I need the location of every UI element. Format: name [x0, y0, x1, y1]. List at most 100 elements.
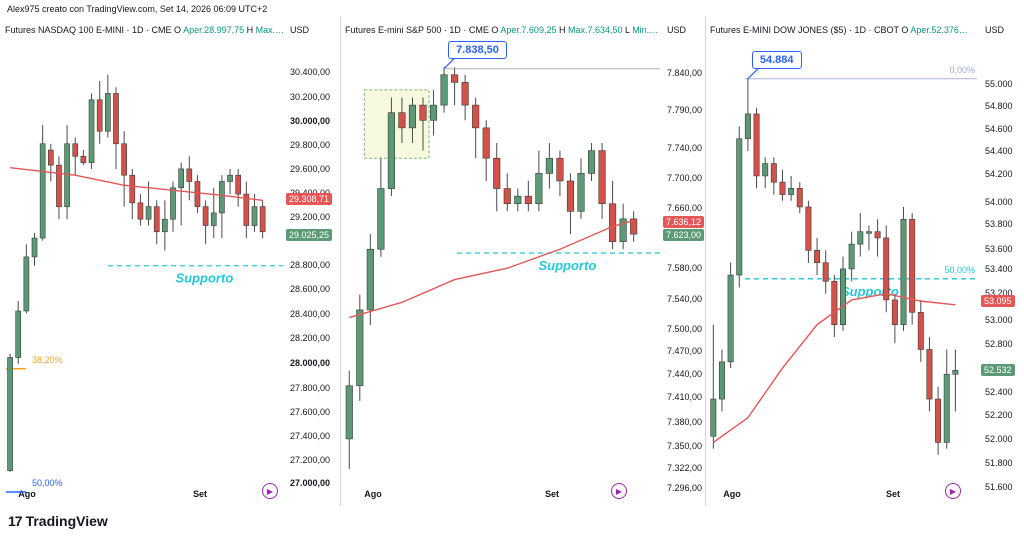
- candle[interactable]: [472, 97, 480, 159]
- candle[interactable]: [377, 158, 385, 257]
- candle[interactable]: [848, 231, 855, 282]
- candle[interactable]: [493, 143, 501, 212]
- candle[interactable]: [598, 143, 606, 219]
- candle[interactable]: [259, 200, 266, 239]
- candle[interactable]: [874, 219, 881, 257]
- candle[interactable]: [727, 262, 734, 369]
- chart-panel-3[interactable]: Futures E-MINI DOW JONES ($5) · 1D · CBO…: [705, 16, 1024, 506]
- candle[interactable]: [398, 97, 406, 144]
- candle[interactable]: [718, 349, 725, 412]
- candle[interactable]: [900, 206, 907, 331]
- candle[interactable]: [451, 67, 459, 106]
- candle[interactable]: [943, 349, 950, 449]
- candle[interactable]: [408, 97, 417, 144]
- candle[interactable]: [577, 158, 585, 219]
- candle[interactable]: [429, 89, 438, 136]
- candle[interactable]: [356, 294, 364, 401]
- candle[interactable]: [194, 175, 201, 213]
- candle[interactable]: [736, 126, 743, 288]
- candle[interactable]: [587, 143, 596, 181]
- candle[interactable]: [419, 97, 427, 151]
- candle[interactable]: [503, 173, 511, 212]
- candle[interactable]: [609, 180, 617, 250]
- candle[interactable]: [744, 78, 751, 152]
- candlestick-chart[interactable]: 55.000 54.800 54.600 54.400 54.200 54.000 53.8…: [705, 16, 1024, 506]
- candle[interactable]: [47, 143, 54, 182]
- candle[interactable]: [121, 131, 127, 207]
- candle[interactable]: [235, 168, 242, 207]
- price-callout[interactable]: 7.838,50: [448, 40, 507, 59]
- candle[interactable]: [129, 168, 136, 220]
- candle[interactable]: [883, 225, 890, 313]
- candle[interactable]: [952, 349, 959, 412]
- candle[interactable]: [926, 337, 933, 412]
- candle[interactable]: [88, 93, 95, 169]
- candle[interactable]: [153, 200, 160, 245]
- candle[interactable]: [762, 157, 769, 189]
- candle[interactable]: [566, 173, 575, 235]
- candle[interactable]: [39, 124, 46, 241]
- candle[interactable]: [387, 97, 395, 197]
- price-callout[interactable]: 54.884: [751, 50, 802, 69]
- chart-panel-2[interactable]: Futures E-mini S&P 500 · 1D · CME O Aper…: [340, 16, 705, 506]
- candle[interactable]: [170, 181, 176, 232]
- candle[interactable]: [80, 150, 87, 166]
- candle[interactable]: [514, 188, 522, 212]
- candle[interactable]: [535, 150, 543, 212]
- candle[interactable]: [935, 386, 942, 455]
- candle[interactable]: [891, 293, 898, 344]
- candle[interactable]: [113, 87, 119, 169]
- candle[interactable]: [23, 244, 30, 314]
- candle[interactable]: [366, 234, 374, 326]
- candle[interactable]: [145, 181, 152, 226]
- moving-average-line[interactable]: [9, 166, 263, 202]
- chart-panel-1[interactable]: Futures NASDAQ 100 E-MINI · 1D · CME O A…: [0, 16, 340, 506]
- candle[interactable]: [770, 157, 777, 195]
- candle[interactable]: [31, 233, 38, 266]
- candle[interactable]: [96, 80, 103, 144]
- tradingview-footer[interactable]: 17 TradingView: [8, 513, 108, 529]
- replay-icon[interactable]: ▶: [945, 483, 961, 499]
- candle[interactable]: [805, 200, 812, 263]
- candle[interactable]: [186, 156, 193, 201]
- candle[interactable]: [251, 194, 258, 232]
- candle[interactable]: [822, 250, 829, 294]
- candle[interactable]: [56, 156, 62, 220]
- candle[interactable]: [865, 225, 872, 251]
- candle[interactable]: [753, 107, 760, 189]
- candle[interactable]: [137, 194, 144, 226]
- candle[interactable]: [210, 187, 217, 239]
- candle[interactable]: [556, 150, 564, 197]
- candle[interactable]: [630, 211, 638, 242]
- candle[interactable]: [64, 124, 70, 220]
- replay-icon[interactable]: ▶: [611, 483, 627, 499]
- candle[interactable]: [72, 137, 79, 176]
- candle[interactable]: [105, 74, 111, 138]
- replay-icon[interactable]: ▶: [262, 483, 278, 499]
- candle[interactable]: [345, 370, 353, 470]
- candle[interactable]: [227, 168, 233, 195]
- candle[interactable]: [619, 203, 627, 250]
- candle[interactable]: [482, 120, 490, 181]
- candle[interactable]: [219, 175, 225, 239]
- candlestick-chart[interactable]: 7.840,00 7.790,00 7.740,00 7.700,00 7.660,00…: [340, 16, 705, 506]
- candle[interactable]: [710, 324, 717, 449]
- candlestick-chart[interactable]: 30.400,00 30.200,00 30.000,00 29.800,00 29.6…: [0, 16, 340, 506]
- moving-average-line[interactable]: [349, 219, 634, 319]
- candle[interactable]: [7, 353, 13, 472]
- candle[interactable]: [162, 200, 168, 251]
- candle[interactable]: [440, 67, 448, 113]
- candle[interactable]: [831, 275, 838, 338]
- candle[interactable]: [909, 213, 916, 325]
- candle[interactable]: [788, 175, 795, 201]
- candle[interactable]: [814, 237, 821, 276]
- candle[interactable]: [796, 182, 803, 214]
- candle[interactable]: [15, 300, 22, 364]
- highlight-rectangle[interactable]: [363, 89, 430, 159]
- candle[interactable]: [178, 162, 184, 226]
- candle[interactable]: [917, 299, 924, 362]
- candle[interactable]: [524, 180, 532, 212]
- candle[interactable]: [840, 256, 846, 331]
- moving-average-line[interactable]: [712, 292, 956, 443]
- candle[interactable]: [243, 181, 250, 239]
